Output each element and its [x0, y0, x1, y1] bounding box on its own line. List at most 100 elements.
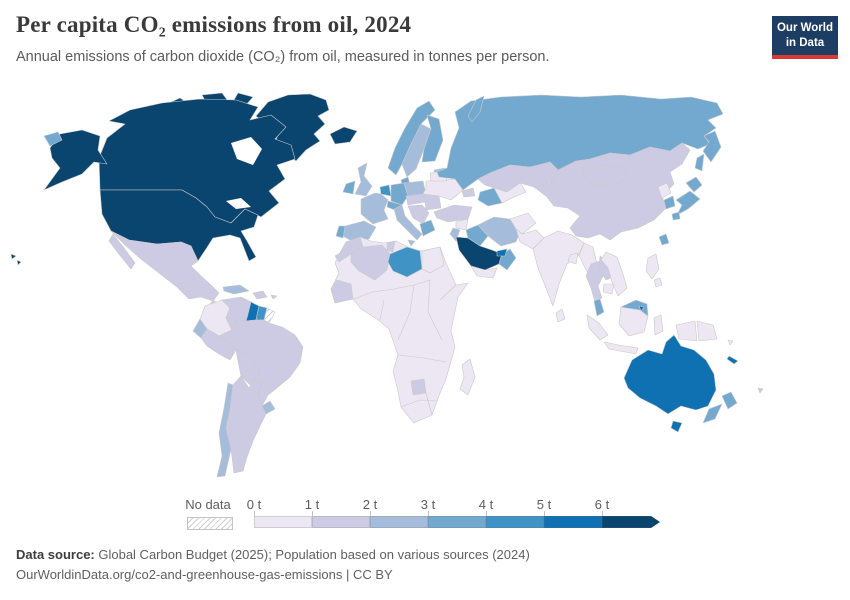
chart-footer: Data source: Global Carbon Budget (2025)…: [16, 545, 530, 585]
region-sri-lanka[interactable]: [555, 308, 566, 323]
legend-bin-6+ t[interactable]: [602, 516, 660, 528]
region-argentina[interactable]: [225, 375, 267, 474]
region-fiji[interactable]: [757, 387, 764, 394]
region-mauritania[interactable]: [330, 279, 354, 304]
region-germany[interactable]: [390, 182, 409, 206]
region-egypt[interactable]: [421, 246, 445, 274]
region-alaska-us[interactable]: [43, 129, 108, 191]
region-morocco[interactable]: [334, 236, 364, 263]
legend-no-data-swatch[interactable]: [187, 517, 233, 530]
region-caucasus[interactable]: [461, 187, 476, 198]
region-philippines[interactable]: [653, 277, 663, 288]
region-bangladesh[interactable]: [567, 252, 579, 265]
region-libya[interactable]: [387, 246, 423, 278]
region-romania-bulgaria[interactable]: [422, 193, 442, 211]
region-sumatra-indonesia[interactable]: [586, 314, 609, 341]
region-algeria[interactable]: [350, 244, 391, 281]
region-australia[interactable]: [623, 334, 717, 415]
owid-url-link[interactable]: OurWorldinData.org/co2-and-greenhouse-ga…: [16, 567, 343, 582]
region-new-caledonia[interactable]: [726, 355, 739, 365]
legend-color-bar: [254, 516, 660, 528]
region-norway[interactable]: [387, 100, 436, 176]
owid-logo[interactable]: Our World in Data: [772, 16, 838, 59]
legend-tick-label: 0 t: [246, 497, 262, 512]
region-united-kingdom[interactable]: [354, 162, 373, 197]
region-sulawesi-indonesia[interactable]: [653, 314, 664, 336]
hudson-bay-water: [231, 137, 262, 165]
region-new-zealand-north[interactable]: [721, 391, 738, 410]
region-madagascar[interactable]: [459, 358, 476, 396]
region-finland[interactable]: [421, 114, 444, 163]
region-turkmenistan[interactable]: [477, 187, 503, 207]
region-japan-kyushu[interactable]: [671, 211, 681, 221]
region-tunisia[interactable]: [386, 240, 396, 253]
data-source-label: Data source:: [16, 547, 95, 562]
region-malaysia-borneo[interactable]: [620, 299, 649, 317]
region-west-papua-indonesia[interactable]: [675, 320, 698, 342]
world-map-svg[interactable]: [10, 88, 840, 480]
region-japan-honshu[interactable]: [675, 190, 701, 216]
region-hispaniola[interactable]: [252, 290, 268, 300]
legend-bin-1–2 t[interactable]: [312, 516, 370, 528]
legend-tick-labels: 0 t 1 t 2 t 3 t 4 t 5 t 6 t: [247, 497, 674, 516]
legend-bin-0–1 t[interactable]: [254, 516, 312, 528]
region-sicily-italy[interactable]: [407, 239, 416, 247]
legend-tickmark: [486, 511, 487, 516]
region-greece[interactable]: [419, 219, 436, 237]
world-choropleth-map[interactable]: [10, 88, 840, 480]
attribution-line: OurWorldinData.org/co2-and-greenhouse-ga…: [16, 565, 530, 585]
region-mexico[interactable]: [108, 230, 220, 302]
region-italy[interactable]: [393, 204, 423, 241]
africa-internal-borders: [353, 279, 457, 416]
region-yemen[interactable]: [470, 265, 498, 279]
legend-bin-2–3 t[interactable]: [370, 516, 428, 528]
region-cambodia[interactable]: [602, 283, 615, 295]
region-south-korea[interactable]: [663, 195, 676, 210]
region-jordan-israel[interactable]: [449, 227, 461, 242]
legend-bin-5–6 t[interactable]: [544, 516, 602, 528]
great-lakes-water: [226, 198, 251, 209]
region-iceland[interactable]: [329, 126, 358, 145]
region-java-indonesia[interactable]: [603, 341, 639, 355]
region-mongolia[interactable]: [581, 164, 629, 187]
region-united-arab-emirates[interactable]: [496, 248, 508, 257]
region-cuba[interactable]: [222, 284, 250, 295]
region-sakhalin-russia[interactable]: [694, 153, 705, 172]
region-tasmania-australia[interactable]: [670, 420, 683, 433]
legend-tick-label: 4 t: [478, 497, 494, 512]
page-title: Per capita CO₂ emissions from oil, 2024: [16, 12, 412, 37]
region-czechia-slovakia-hungary[interactable]: [405, 193, 426, 206]
region-balkans[interactable]: [407, 204, 430, 225]
region-solomon-islands[interactable]: [727, 339, 734, 346]
legend-bin-4–5 t[interactable]: [486, 516, 544, 528]
region-new-zealand-south[interactable]: [702, 403, 723, 424]
region-france[interactable]: [360, 192, 389, 225]
data-source-line: Data source: Global Carbon Budget (2025)…: [16, 545, 530, 565]
region-brunei[interactable]: [638, 305, 645, 312]
legend-bin-3–4 t[interactable]: [428, 516, 486, 528]
region-papua-new-guinea[interactable]: [696, 320, 718, 342]
region-benelux[interactable]: [379, 184, 392, 197]
legend-tick-label: 6 t: [594, 497, 610, 512]
region-novaya-zemlya-russia[interactable]: [467, 95, 485, 123]
region-india[interactable]: [532, 230, 585, 307]
region-japan-hokkaido[interactable]: [685, 176, 703, 193]
region-taiwan[interactable]: [658, 233, 670, 246]
region-hawaii-us[interactable]: [10, 253, 17, 260]
region-ireland[interactable]: [342, 180, 356, 195]
owid-logo-text: Our World in Data: [772, 16, 838, 55]
region-kamchatka-russia[interactable]: [702, 130, 722, 163]
region-afghanistan[interactable]: [509, 212, 537, 235]
legend-no-data-label: No data: [185, 497, 231, 512]
region-vietnam[interactable]: [600, 251, 628, 297]
legend-tickmark: [312, 511, 313, 516]
region-portugal[interactable]: [335, 225, 346, 239]
region-philippines[interactable]: [645, 253, 660, 280]
region-north-korea[interactable]: [657, 182, 672, 199]
region-chukotka-russia[interactable]: [43, 131, 63, 147]
license-link[interactable]: CC BY: [352, 567, 393, 582]
region-puerto-rico[interactable]: [270, 294, 278, 300]
region-malaysia-peninsula[interactable]: [593, 298, 605, 317]
region-botswana[interactable]: [410, 378, 427, 396]
region-hawaii-us[interactable]: [16, 259, 22, 266]
